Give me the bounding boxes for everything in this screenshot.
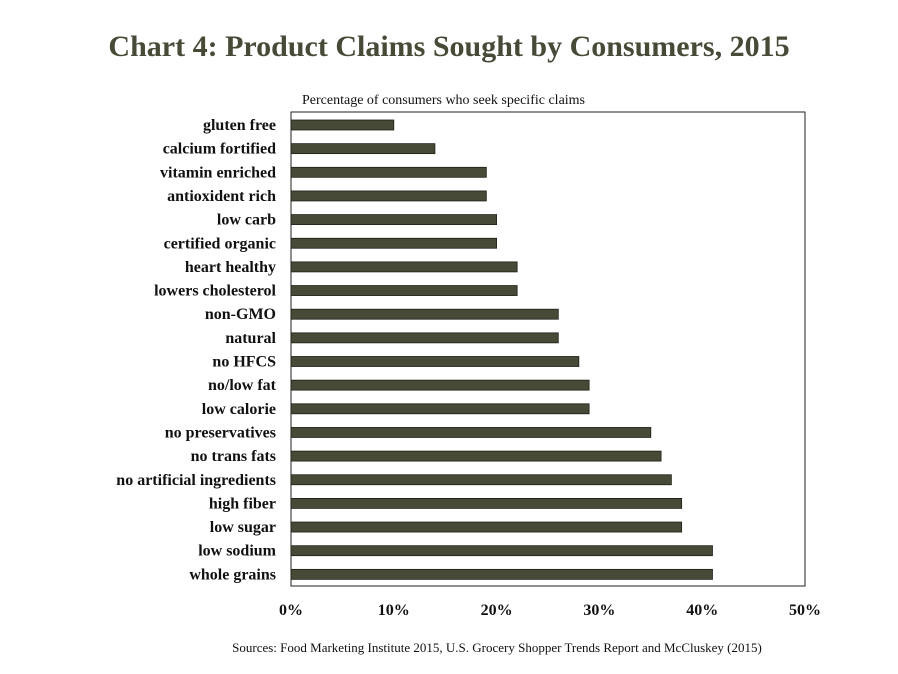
category-label-9: natural	[225, 330, 276, 347]
bars-group	[290, 119, 713, 580]
x-tick-label-5: 50%	[789, 602, 821, 619]
bar-5	[290, 237, 498, 249]
category-label-15: no artificial ingredients	[116, 472, 276, 489]
x-tick-label-1: 10%	[378, 602, 410, 619]
category-label-13: no preservatives	[165, 424, 276, 441]
x-tick-labels: 0% 10% 20% 30% 40% 50%	[279, 602, 821, 619]
bar-7	[290, 285, 518, 296]
category-label-5: certified organic	[164, 235, 276, 252]
category-label-19: whole grains	[189, 566, 276, 583]
bar-0	[290, 119, 395, 131]
x-tick-label-2: 20%	[481, 602, 513, 619]
chart-subtitle: Percentage of consumers who seek specifi…	[302, 93, 585, 108]
category-label-11: no/low fat	[208, 377, 277, 394]
category-label-16: high fiber	[209, 495, 276, 512]
chart-title: Chart 4: Product Claims Sought by Consum…	[108, 30, 790, 63]
x-tick-label-0: 0%	[279, 602, 303, 619]
bar-17	[290, 521, 683, 533]
source-note: Sources: Food Marketing Institute 2015, …	[232, 640, 762, 655]
bar-6	[290, 261, 518, 273]
bar-8	[290, 308, 559, 320]
category-label-14: no trans fats	[191, 448, 276, 465]
bar-13	[290, 427, 652, 438]
bar-12	[290, 403, 590, 415]
bar-18	[290, 545, 713, 557]
bar-9	[290, 332, 559, 344]
category-labels: gluten free calcium fortified vitamin enri…	[116, 117, 276, 583]
bar-19	[290, 568, 713, 580]
category-label-8: non-GMO	[205, 306, 276, 323]
x-tick-label-4: 40%	[686, 602, 718, 619]
category-label-18: low sodium	[198, 543, 276, 560]
bar-3	[290, 190, 487, 202]
category-label-4: low carb	[217, 212, 276, 229]
category-label-0: gluten free	[203, 117, 276, 134]
category-label-3: antioxident rich	[167, 188, 276, 205]
bar-11	[290, 379, 590, 391]
category-label-1: calcium fortified	[163, 141, 276, 158]
bar-15	[290, 474, 672, 486]
bar-2	[290, 166, 487, 178]
bar-1	[290, 143, 436, 155]
category-label-12: low calorie	[202, 401, 276, 418]
bar-14	[290, 450, 662, 462]
x-tick-label-3: 30%	[583, 602, 615, 619]
category-label-7: lowers cholesterol	[154, 283, 276, 300]
category-label-6: heart healthy	[185, 259, 276, 276]
bar-10	[290, 356, 580, 367]
category-label-10: no HFCS	[212, 354, 276, 371]
plot-frame	[290, 111, 806, 587]
bar-16	[290, 497, 683, 509]
category-label-17: low sugar	[210, 519, 276, 536]
category-label-2: vitamin enriched	[160, 164, 276, 181]
bar-4	[290, 214, 498, 226]
